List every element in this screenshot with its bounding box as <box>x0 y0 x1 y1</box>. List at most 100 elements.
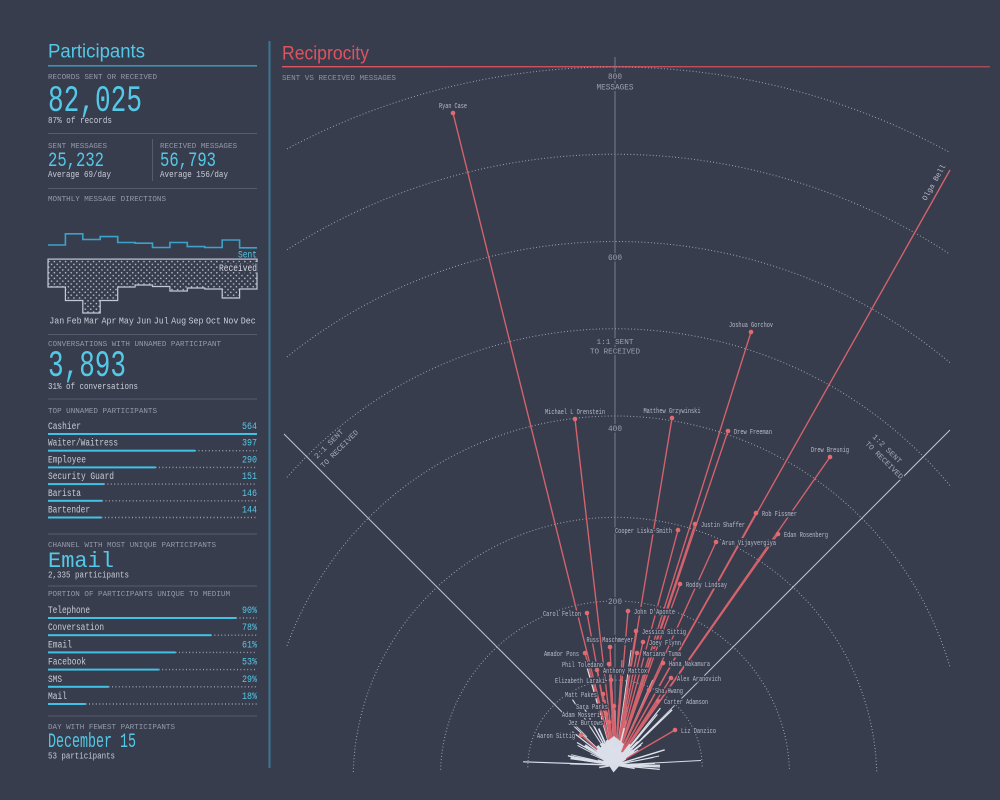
svg-text:Participants: Participants <box>48 42 145 63</box>
svg-text:John D'Aponte: John D'Aponte <box>634 609 675 617</box>
svg-text:Email: Email <box>48 549 114 574</box>
svg-text:Barista: Barista <box>48 488 81 500</box>
svg-text:25,232: 25,232 <box>48 150 104 173</box>
svg-text:Jun: Jun <box>136 316 151 327</box>
svg-text:87% of records: 87% of records <box>48 116 112 126</box>
svg-text:SENT VS RECEIVED MESSAGES: SENT VS RECEIVED MESSAGES <box>282 75 396 83</box>
svg-text:Jul: Jul <box>154 316 169 327</box>
svg-text:Dec: Dec <box>241 316 256 327</box>
svg-text:Feb: Feb <box>67 316 82 327</box>
svg-text:Telephone: Telephone <box>48 605 90 617</box>
svg-text:Alex Aranovich: Alex Aranovich <box>677 676 721 684</box>
svg-text:144: 144 <box>242 506 257 517</box>
svg-text:RECEIVED MESSAGES: RECEIVED MESSAGES <box>160 143 237 151</box>
svg-text:Elizabeth Laraki: Elizabeth Laraki <box>555 678 605 686</box>
svg-text:Jan: Jan <box>49 316 64 327</box>
svg-text:Sara Parks: Sara Parks <box>576 704 608 712</box>
svg-text:SMS: SMS <box>48 675 62 686</box>
svg-text:564: 564 <box>242 422 257 433</box>
svg-text:200: 200 <box>608 597 622 607</box>
svg-text:Liz Danzico: Liz Danzico <box>681 728 716 736</box>
svg-text:Nov: Nov <box>223 316 238 327</box>
svg-text:Phil Toledano: Phil Toledano <box>562 662 603 670</box>
svg-text:53%: 53% <box>242 658 257 669</box>
svg-text:Ryan Case: Ryan Case <box>439 103 467 111</box>
svg-text:290: 290 <box>242 455 257 466</box>
svg-text:146: 146 <box>242 489 257 500</box>
svg-text:Mail: Mail <box>48 691 67 703</box>
svg-text:Average 69/day: Average 69/day <box>48 170 111 180</box>
svg-text:3,893: 3,893 <box>48 346 126 388</box>
svg-text:Drew Freeman: Drew Freeman <box>734 429 772 437</box>
svg-text:December 15: December 15 <box>48 731 136 754</box>
svg-text:Jez Burrows: Jez Burrows <box>568 720 603 728</box>
svg-text:Aaron Sittig: Aaron Sittig <box>537 733 575 741</box>
svg-text:Sep: Sep <box>189 316 204 327</box>
svg-text:Reciprocity: Reciprocity <box>282 44 369 65</box>
svg-text:CHANNEL WITH MOST UNIQUE PARTI: CHANNEL WITH MOST UNIQUE PARTICIPANTS <box>48 542 216 550</box>
svg-text:600: 600 <box>608 253 622 263</box>
svg-text:18%: 18% <box>242 692 257 703</box>
svg-text:TOP UNNAMED PARTICIPANTS: TOP UNNAMED PARTICIPANTS <box>48 408 157 416</box>
svg-text:Aug: Aug <box>171 316 186 327</box>
svg-text:Carol Felton: Carol Felton <box>543 611 581 619</box>
svg-text:Cashier: Cashier <box>48 421 81 433</box>
svg-text:Roddy Lindsay: Roddy Lindsay <box>686 582 727 590</box>
svg-text:397: 397 <box>242 439 257 450</box>
svg-text:Bartender: Bartender <box>48 505 90 517</box>
svg-text:Waiter/Waitress: Waiter/Waitress <box>48 438 118 450</box>
svg-text:Cooper Liska-Smith: Cooper Liska-Smith <box>615 528 672 536</box>
svg-text:56,793: 56,793 <box>160 150 216 173</box>
svg-text:Michael L Orenstein: Michael L Orenstein <box>545 409 605 417</box>
svg-text:Email: Email <box>48 639 72 651</box>
svg-text:31% of conversations: 31% of conversations <box>48 382 138 392</box>
svg-text:82,025: 82,025 <box>48 81 142 123</box>
svg-text:Amador Pons: Amador Pons <box>544 651 579 659</box>
svg-text:1:1 SENT: 1:1 SENT <box>597 339 635 347</box>
svg-text:53 participants: 53 participants <box>48 752 115 762</box>
svg-text:Adam Mosseri: Adam Mosseri <box>562 712 600 720</box>
svg-text:Jessica Sittig: Jessica Sittig <box>642 629 686 637</box>
svg-text:May: May <box>119 316 134 327</box>
svg-text:Joey Flynn: Joey Flynn <box>649 640 681 648</box>
svg-text:Mar: Mar <box>84 316 99 327</box>
svg-text:400: 400 <box>608 424 622 434</box>
svg-text:MESSAGES: MESSAGES <box>597 83 634 93</box>
svg-text:Mariana Tuma: Mariana Tuma <box>643 651 681 659</box>
svg-text:Matt Pakes: Matt Pakes <box>565 692 597 700</box>
svg-text:Matthew Grzywinski: Matthew Grzywinski <box>644 408 701 416</box>
svg-text:Russ Maschmeyer: Russ Maschmeyer <box>587 637 634 645</box>
svg-text:151: 151 <box>242 472 257 483</box>
svg-text:Rob Fissmer: Rob Fissmer <box>762 511 797 519</box>
svg-text:Sha Hwang: Sha Hwang <box>655 688 683 696</box>
svg-text:DAY WITH FEWEST PARTICIPANTS: DAY WITH FEWEST PARTICIPANTS <box>48 724 175 732</box>
svg-text:29%: 29% <box>242 675 257 686</box>
svg-text:Employee: Employee <box>48 454 86 466</box>
svg-text:Hana Nakamura: Hana Nakamura <box>669 661 710 669</box>
svg-text:Carter Adamson: Carter Adamson <box>664 699 708 707</box>
svg-text:PORTION OF PARTICIPANTS UNIQUE: PORTION OF PARTICIPANTS UNIQUE TO MEDIUM <box>48 591 231 599</box>
svg-text:90%: 90% <box>242 606 257 617</box>
svg-text:Facebook: Facebook <box>48 657 86 669</box>
svg-text:CONVERSATIONS WITH UNNAMED PAR: CONVERSATIONS WITH UNNAMED PARTICIPANT <box>48 341 222 349</box>
svg-text:Apr: Apr <box>101 316 116 327</box>
svg-text:61%: 61% <box>242 640 257 651</box>
svg-text:Received: Received <box>219 263 257 275</box>
svg-text:Conversation: Conversation <box>48 622 104 634</box>
svg-text:Arun Vijayvergiya: Arun Vijayvergiya <box>722 540 776 548</box>
svg-text:Oct: Oct <box>206 316 221 327</box>
svg-text:Average 156/day: Average 156/day <box>160 170 229 180</box>
svg-text:RECORDS SENT OR RECEIVED: RECORDS SENT OR RECEIVED <box>48 74 157 82</box>
svg-text:SENT MESSAGES: SENT MESSAGES <box>48 143 107 151</box>
svg-text:Joshua Gorchov: Joshua Gorchov <box>729 322 773 330</box>
svg-text:78%: 78% <box>242 623 257 634</box>
svg-text:2,335 participants: 2,335 participants <box>48 571 129 581</box>
svg-text:Drew Breunig: Drew Breunig <box>811 447 849 455</box>
svg-text:TO RECEIVED: TO RECEIVED <box>590 349 640 357</box>
svg-text:800: 800 <box>608 72 622 82</box>
svg-text:Anthony Mattox: Anthony Mattox <box>603 668 647 676</box>
svg-text:Justin Shaffer: Justin Shaffer <box>701 522 745 530</box>
svg-text:Edan Rosenberg: Edan Rosenberg <box>784 532 828 540</box>
svg-text:MONTHLY MESSAGE DIRECTIONS: MONTHLY MESSAGE DIRECTIONS <box>48 196 166 204</box>
svg-text:Security Guard: Security Guard <box>48 471 114 483</box>
